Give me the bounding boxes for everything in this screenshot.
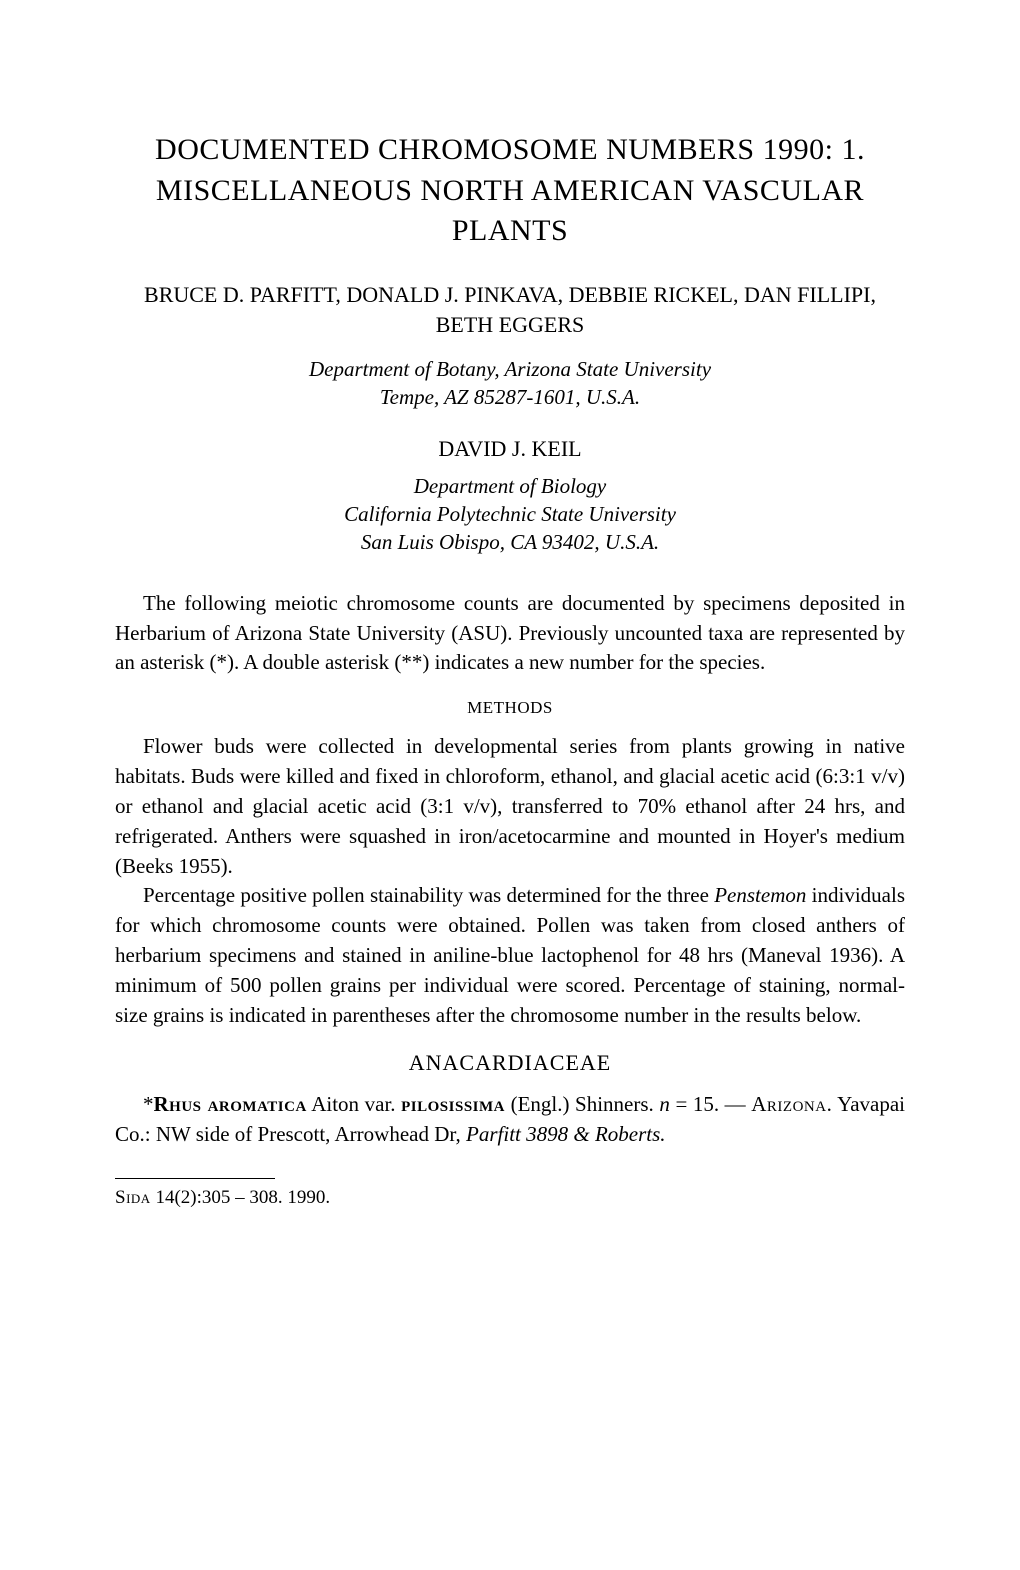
- citation-detail: 14(2):305 – 308. 1990.: [151, 1187, 330, 1208]
- methods-p2-part1: Percentage positive pollen stainability …: [143, 883, 714, 907]
- methods-paragraph-2: Percentage positive pollen stainability …: [115, 881, 905, 1030]
- family-heading: ANACARDIACEAE: [115, 1050, 905, 1076]
- footer-divider: [115, 1178, 275, 1179]
- secondary-author: DAVID J. KEIL: [115, 436, 905, 462]
- species-variety-author: (Engl.) Shinners.: [505, 1092, 659, 1116]
- collector: Parfitt 3898 & Roberts.: [466, 1122, 666, 1146]
- species-variety: pilosissima: [401, 1092, 505, 1116]
- paper-title: DOCUMENTED CHROMOSOME NUMBERS 1990: 1. M…: [115, 130, 905, 252]
- species-entry: *Rhus aromatica Aiton var. pilosissima (…: [115, 1090, 905, 1150]
- journal-name: Sida: [115, 1187, 151, 1208]
- n-value: = 15. —: [670, 1092, 751, 1116]
- species-author: Aiton var.: [307, 1092, 401, 1116]
- secondary-affiliation: Department of BiologyCalifornia Polytech…: [115, 472, 905, 557]
- n-italic: n: [659, 1092, 670, 1116]
- methods-paragraph-1: Flower buds were collected in developmen…: [115, 732, 905, 881]
- primary-affiliation: Department of Botany, Arizona State Univ…: [115, 355, 905, 412]
- species-genus: Rhus aromatica: [154, 1092, 307, 1116]
- species-prefix: *: [143, 1092, 154, 1116]
- intro-paragraph: The following meiotic chromosome counts …: [115, 589, 905, 678]
- location-state: Arizona.: [751, 1092, 832, 1116]
- primary-authors: BRUCE D. PARFITT, DONALD J. PINKAVA, DEB…: [115, 280, 905, 342]
- penstemon-italic: Penstemon: [714, 883, 806, 907]
- methods-heading: METHODS: [115, 698, 905, 718]
- citation-footer: Sida 14(2):305 – 308. 1990.: [115, 1187, 905, 1209]
